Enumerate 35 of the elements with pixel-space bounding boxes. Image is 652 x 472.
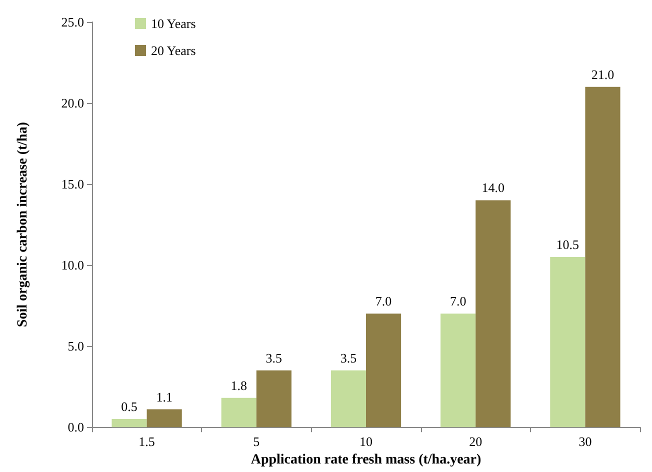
bar: [550, 256, 586, 428]
bar: [330, 370, 366, 428]
bar: [585, 86, 620, 428]
x-axis-title: Application rate fresh mass (t/ha.year): [250, 452, 482, 468]
bar: [440, 314, 476, 428]
data-label: 7.0: [450, 294, 466, 309]
y-tick-label: 15.0: [61, 176, 84, 192]
data-label: 21.0: [591, 66, 614, 82]
bar: [146, 409, 182, 428]
x-tick-label: 30: [578, 434, 592, 450]
x-tick-label: 10: [360, 434, 372, 450]
y-tick-label: 20.0: [61, 96, 84, 111]
legend-label: 20 Years: [151, 43, 196, 58]
data-label: 7.0: [375, 294, 392, 309]
x-tick-label: 1.5: [138, 434, 155, 450]
bar: [256, 370, 292, 428]
data-label: 0.5: [121, 399, 138, 414]
x-tick-label: 20: [469, 434, 482, 450]
data-label: 3.5: [340, 350, 357, 366]
y-tick-label: 25.0: [61, 14, 84, 30]
legend-label: 10 Years: [151, 16, 196, 31]
y-axis-title: Soil organic carbon increase (t/ha): [16, 122, 30, 328]
data-label: 1.8: [230, 378, 247, 393]
bar: [476, 200, 511, 428]
y-tick-label: 10.0: [61, 258, 84, 273]
x-tick-label: 5: [253, 434, 260, 450]
y-tick-label: 5.0: [68, 338, 84, 354]
bar: [366, 314, 402, 428]
data-label: 3.5: [266, 350, 282, 366]
y-tick-label: 0.0: [68, 420, 84, 435]
bar: [221, 398, 256, 428]
bar: [112, 419, 147, 428]
data-label: 14.0: [482, 180, 505, 196]
data-label: 1.1: [156, 389, 172, 404]
data-label: 10.5: [556, 236, 580, 252]
